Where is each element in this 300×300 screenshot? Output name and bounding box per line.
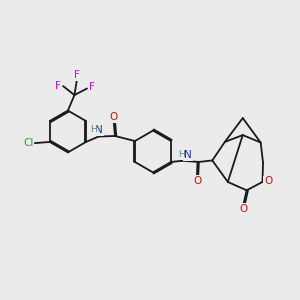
Text: O: O xyxy=(109,112,117,122)
Text: O: O xyxy=(239,204,247,214)
Text: O: O xyxy=(194,176,202,186)
Text: N: N xyxy=(184,150,192,160)
Text: H: H xyxy=(90,125,97,134)
Text: F: F xyxy=(56,80,61,91)
Text: Cl: Cl xyxy=(23,138,34,148)
Text: H: H xyxy=(178,150,184,159)
Text: F: F xyxy=(89,82,95,92)
Text: O: O xyxy=(264,176,273,186)
Text: F: F xyxy=(74,70,80,80)
Text: N: N xyxy=(95,125,103,135)
